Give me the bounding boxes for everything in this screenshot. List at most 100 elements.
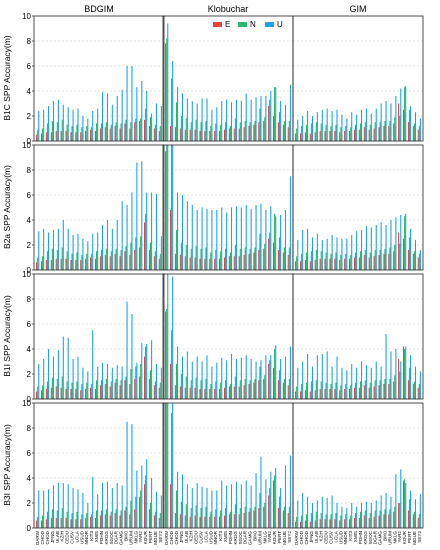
bar-n: [374, 122, 376, 141]
bar-u: [101, 362, 104, 399]
bar-n: [404, 349, 406, 399]
bar-u: [87, 118, 89, 141]
bar-u: [226, 485, 228, 528]
bar-u: [226, 212, 228, 270]
station-label: BIK0: [382, 531, 387, 541]
bar-n: [408, 237, 411, 270]
bar-n: [283, 506, 285, 528]
column-title-gim: GIM: [350, 4, 367, 14]
bar-n: [154, 251, 156, 270]
bar-n: [180, 242, 182, 270]
bar-n: [244, 247, 246, 270]
bar-u: [72, 109, 74, 141]
bar-n: [51, 377, 53, 399]
bar-e: [272, 367, 275, 399]
bar-n: [364, 380, 366, 399]
y-tick-label: 4: [27, 474, 32, 483]
bar-u: [181, 93, 184, 141]
y-tick-label: 6: [27, 62, 32, 71]
bar-n: [210, 252, 212, 270]
bar-e: [199, 516, 201, 528]
bar-u: [196, 210, 198, 270]
bar-u: [52, 101, 55, 141]
bar-n: [325, 382, 327, 399]
station-label: CUSV: [70, 530, 75, 544]
bar-n: [86, 382, 88, 399]
bar-u: [216, 107, 218, 141]
bar-e: [204, 258, 206, 270]
bar-e: [287, 255, 289, 270]
bar-u: [284, 465, 287, 528]
bar-u: [48, 349, 50, 399]
bar-n: [325, 514, 327, 528]
column-title-klobuchar: Klobuchar: [208, 4, 249, 14]
bar-u: [111, 367, 113, 399]
bar-u: [405, 213, 407, 270]
bar-u: [216, 362, 218, 399]
bar-e: [60, 258, 62, 270]
bar-u: [97, 494, 99, 528]
bar-e: [204, 131, 206, 141]
bar-e: [339, 520, 341, 528]
bar-u: [92, 330, 94, 399]
row-label-b2a: B2a SPP Accuracy(m): [2, 165, 12, 249]
bar-n: [269, 99, 271, 141]
bar-n: [404, 479, 406, 528]
bar-u: [316, 355, 318, 399]
bar-e: [179, 386, 181, 399]
y-tick-label: 4: [27, 87, 32, 96]
bar-u: [245, 480, 247, 528]
bar-u: [370, 227, 372, 270]
bar-e: [55, 386, 57, 399]
station-label: JFNG: [179, 531, 184, 543]
bar-n: [225, 380, 227, 399]
bar-n: [76, 124, 78, 141]
station-labels: DARW CHOD CHOD JFNG ULAB KZIH CEDU CUSV LCLA USUD…: [35, 530, 422, 545]
bar-u: [390, 351, 392, 399]
bar-u: [191, 488, 193, 528]
bar-u: [196, 356, 198, 399]
station-label: YAR2: [138, 531, 143, 543]
bar-e: [393, 123, 395, 141]
station-label: CHOD: [40, 530, 45, 544]
bar-u: [336, 503, 338, 528]
station-label: CEDU: [65, 531, 70, 544]
bar-e: [393, 381, 395, 399]
station-label: CHOD: [174, 530, 179, 544]
bar-e: [80, 390, 82, 399]
bar-e: [353, 387, 356, 399]
bar-u: [316, 233, 318, 270]
bar-u: [280, 215, 282, 270]
panel-frame: [33, 15, 165, 142]
bar-e: [85, 131, 87, 141]
station-label: SEY2: [417, 531, 422, 543]
bar-u: [181, 474, 184, 528]
bar-n: [200, 248, 202, 270]
bar-n: [205, 121, 207, 141]
bar-e: [165, 151, 167, 270]
bar-n: [190, 248, 192, 270]
bar-u: [141, 342, 143, 399]
bar-u: [230, 484, 233, 528]
bar-n: [244, 379, 246, 399]
bar-e: [412, 253, 414, 270]
bar-n: [120, 380, 122, 399]
bar-n: [413, 381, 415, 399]
legend-swatch-u: [265, 22, 274, 27]
bar-e: [358, 518, 360, 528]
bar-n: [301, 126, 303, 141]
bar-n: [195, 119, 197, 141]
bar-u: [155, 103, 158, 141]
bar-e: [104, 255, 106, 270]
bar-u: [62, 483, 64, 528]
bar-e: [349, 389, 351, 399]
bar-e: [334, 258, 336, 270]
bar-n: [195, 377, 197, 399]
bar-n: [200, 508, 202, 528]
bar-e: [104, 127, 106, 141]
bar-n: [110, 124, 112, 141]
bar-e: [243, 385, 245, 399]
bar-n: [379, 250, 381, 270]
bar-u: [121, 366, 123, 399]
bar-n: [125, 119, 127, 141]
